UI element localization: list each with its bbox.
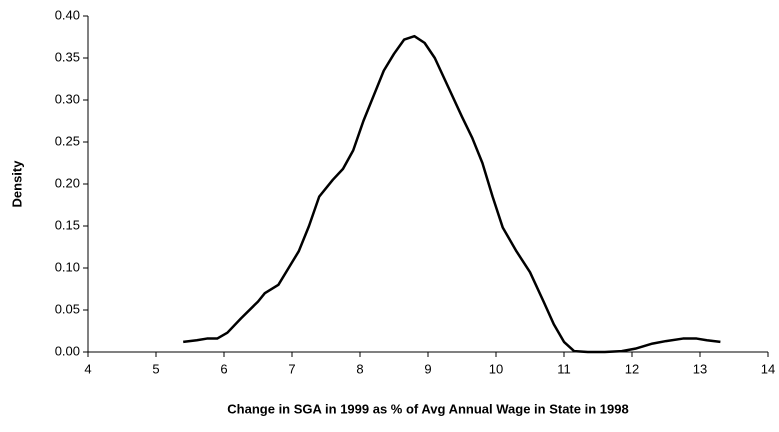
y-tick-label: 0.00 bbox=[55, 343, 80, 358]
y-tick-label: 0.20 bbox=[55, 175, 80, 190]
density-line bbox=[183, 34, 721, 354]
x-tick-label: 11 bbox=[557, 361, 571, 376]
y-tick-label: 0.35 bbox=[55, 49, 80, 64]
x-tick-label: 9 bbox=[424, 361, 431, 376]
y-tick-label: 0.10 bbox=[55, 259, 80, 274]
y-tick-label: 0.30 bbox=[55, 91, 80, 106]
x-axis-title: Change in SGA in 1999 as % of Avg Annual… bbox=[227, 401, 628, 416]
y-tick-label: 0.40 bbox=[55, 7, 80, 22]
x-tick-label: 14 bbox=[761, 361, 775, 376]
y-tick-label: 0.25 bbox=[55, 133, 80, 148]
x-tick-label: 4 bbox=[84, 361, 91, 376]
x-tick-label: 13 bbox=[693, 361, 707, 376]
x-tick-label: 12 bbox=[625, 361, 639, 376]
x-tick-label: 8 bbox=[356, 361, 363, 376]
y-tick-label: 0.05 bbox=[55, 301, 80, 316]
x-tick-label: 5 bbox=[152, 361, 159, 376]
y-tick-label: 0.15 bbox=[55, 217, 80, 232]
x-tick-label: 7 bbox=[288, 361, 295, 376]
x-tick-label: 10 bbox=[489, 361, 503, 376]
y-axis-title: Density bbox=[9, 160, 24, 208]
x-tick-label: 6 bbox=[220, 361, 227, 376]
